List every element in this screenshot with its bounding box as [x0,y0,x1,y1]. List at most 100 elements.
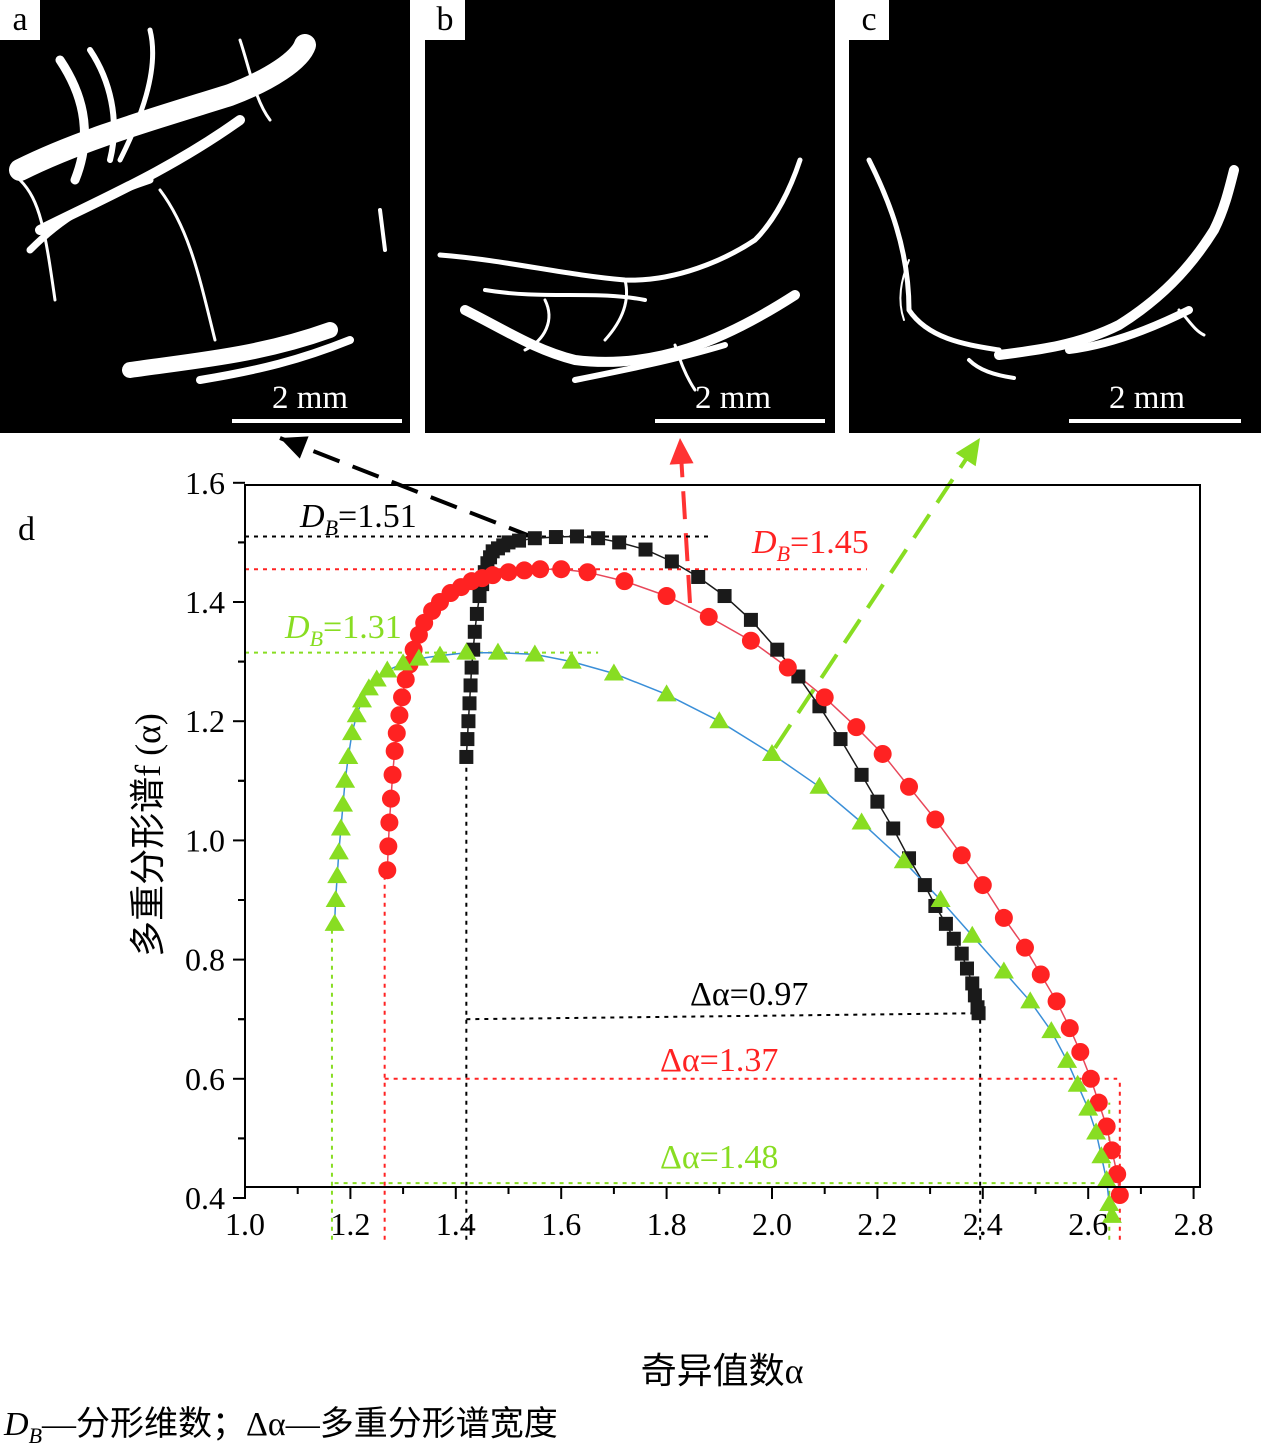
circle-point [1081,1069,1100,1088]
scale-bar-b [655,419,825,423]
square-point [501,535,516,550]
x-tick-label: 2.6 [1068,1206,1108,1242]
triangle-point [1057,1050,1078,1068]
circle-point [1015,938,1034,957]
arrow-to-panel-c [773,436,982,750]
circle-point [1110,1186,1129,1205]
triangle-point [561,651,582,669]
circle-point [381,789,400,808]
annotations: d DB=1.51 DB=1.45 DB=1.31 Δα=0.97 Δα=1.3… [18,498,869,1391]
circle-point [385,742,404,760]
square-point [664,554,679,569]
triangle-point [762,743,782,761]
triangle-point [328,842,349,860]
circle-point [926,810,945,829]
triangle-point [358,678,379,696]
triangle-point [603,663,624,681]
square-point [527,531,542,546]
panel-letter-b: b [425,0,465,40]
triangle-point [333,794,354,812]
triangle-point [429,645,450,663]
square-point [770,642,785,657]
circle-point [1071,1042,1090,1061]
circle-point [378,861,397,880]
triangle-point [851,812,872,830]
scale-bar-c [1069,419,1241,423]
triangle-point [809,776,830,794]
delta-alpha-black: Δα=0.97 [690,976,808,1013]
triangle-point [1096,1170,1117,1188]
circle-point [1031,965,1050,984]
circle-point [657,587,676,606]
triangle-point [346,705,367,723]
arrow-to-panel-b [678,437,692,604]
panel-b: b 2 mm [425,0,835,433]
circle-point [1060,1019,1079,1038]
arrow-to-panel-a-head [280,436,309,459]
square-point [691,569,706,584]
triangle-point [351,690,372,708]
circle-point [1102,1141,1121,1160]
square-point [967,988,982,1003]
panel-letter-c: c [849,0,889,40]
triangle-point [656,684,677,702]
x-tick-label: 2.8 [1174,1206,1214,1242]
arrow-to-panel-b-head [669,438,694,465]
data-marks [324,529,1129,1223]
y-tick-label: 1.4 [185,584,225,620]
guide-lines [245,535,1121,1240]
circle-point [1097,1117,1116,1136]
x-tick-label: 1.0 [225,1206,265,1242]
scale-label-c: 2 mm [1109,380,1186,416]
series-line-0 [465,535,980,1014]
fracture-image-b [437,157,803,392]
footnote: DB—分形维数；Δα—多重分形谱宽度 [4,1406,558,1448]
circle-point [393,688,412,707]
square-point [946,931,961,946]
panel-letter-d: d [18,511,35,548]
triangle-point [993,961,1014,979]
triangle-point [377,660,398,678]
circle-point [994,908,1013,927]
square-point [512,533,527,548]
square-point [464,660,479,675]
circle-point [552,560,571,579]
square-point [717,589,732,604]
circle-point [390,706,409,725]
circle-point [387,724,406,743]
circle-point [379,837,398,856]
panel-letter-a: a [0,0,40,40]
y-tick-label: 0.6 [185,1061,225,1097]
x-tick-label: 2.2 [857,1206,897,1242]
triangle-point [709,711,730,729]
triangle-point [1078,1098,1099,1116]
circle-point [396,670,415,689]
series-line-2 [333,651,1113,1217]
scale-label-b: 2 mm [695,380,772,416]
circle-point [380,813,399,832]
square-point [463,678,478,693]
square-point [460,732,475,747]
circle-point [1089,1093,1108,1112]
arrow-to-panel-c-head [955,438,980,467]
axes [244,484,1201,1188]
x-tick-label: 1.2 [330,1206,370,1242]
square-point [959,961,974,976]
delta-alpha-red: Δα=1.37 [660,1042,778,1079]
x-tick-label: 2.0 [752,1206,792,1242]
square-point [886,821,901,836]
x-tick-label: 1.6 [541,1206,581,1242]
circle-point [1108,1165,1127,1184]
circle-point [741,631,760,650]
triangle-point [408,648,429,666]
triangle-point [487,642,508,660]
triangle-point [341,723,362,741]
multifractal-chart: 1.0 1.2 1.4 1.6 1.8 2.0 2.2 2.4 2.6 2.8 0.4 0.6 0.8 1… [18,436,1214,1391]
axis-ticks: 1.0 1.2 1.4 1.6 1.8 2.0 2.2 2.4 2.6 2.8 0.4 0.6 0.8 1… [185,465,1214,1242]
circle-point [578,563,597,582]
circle-point [900,777,919,796]
square-point [570,529,585,544]
triangle-point [456,642,477,660]
db-label-green: DB=1.31 [284,609,402,651]
triangle-point [327,866,348,884]
